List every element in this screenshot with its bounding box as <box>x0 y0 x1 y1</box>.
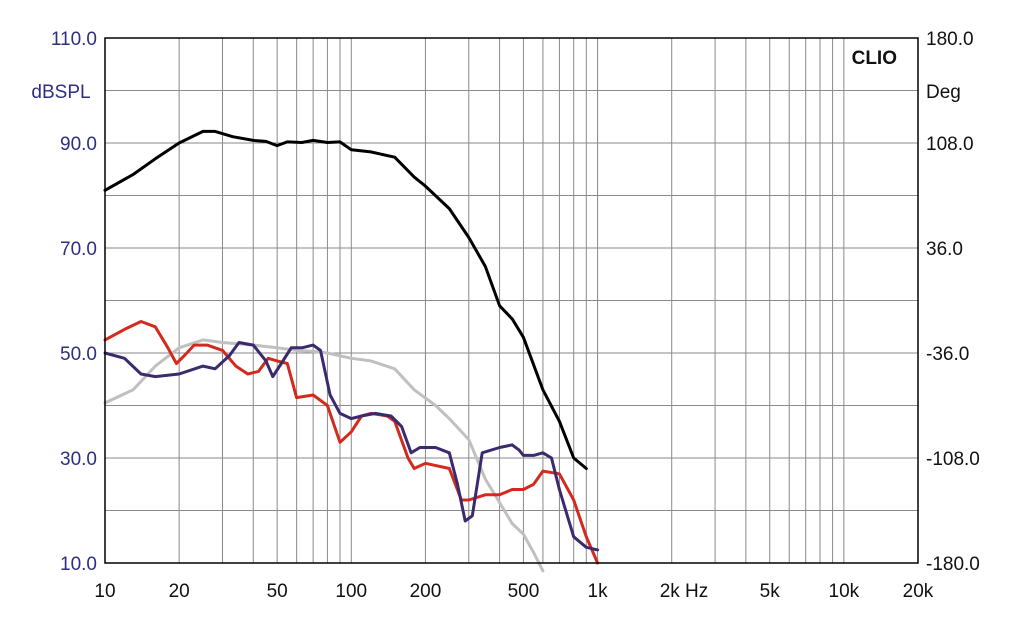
series-line-4 <box>103 341 600 552</box>
right-tick-label: 180.0 <box>926 29 974 50</box>
brand-label: CLIO <box>852 48 897 69</box>
left-tick-label: 70.0 <box>60 239 97 260</box>
x-tick-label: 200 <box>410 581 442 602</box>
right-tick-label: -36.0 <box>926 344 969 365</box>
x-tick-label: 500 <box>508 581 540 602</box>
curves <box>103 129 600 573</box>
left-tick-label: 50.0 <box>60 344 97 365</box>
grid <box>104 37 919 564</box>
right-tick-label: 108.0 <box>926 134 974 155</box>
x-tick-label: 1k <box>588 581 609 602</box>
series-line-1 <box>103 129 588 470</box>
x-tick-label: 20k <box>903 581 934 602</box>
series-line-2 <box>103 338 545 573</box>
axis-labels: 10.0 30.0 50.0 70.0 90.0 110.0 -180.0 -108.0 -36… <box>51 29 980 602</box>
x-tick-label: 2k Hz <box>660 581 709 602</box>
x-tick-label: 20 <box>169 581 190 602</box>
x-tick-label: 100 <box>335 581 367 602</box>
x-tick-label: 10k <box>829 581 860 602</box>
left-tick-label: 110.0 <box>51 29 97 50</box>
right-tick-label: -180.0 <box>926 554 980 575</box>
left-tick-label: 30.0 <box>60 449 97 470</box>
left-tick-label: 10.0 <box>60 554 97 575</box>
plot-frame <box>104 37 919 564</box>
series-line-3 <box>103 320 600 565</box>
x-tick-label: 50 <box>267 581 288 602</box>
right-tick-label: 36.0 <box>926 239 963 260</box>
right-tick-label: -108.0 <box>926 449 980 470</box>
left-tick-label: 90.0 <box>60 134 97 155</box>
left-axis-unit: dBSPL <box>31 82 90 103</box>
x-tick-label: 10 <box>94 581 115 602</box>
right-axis-unit: Deg <box>926 82 961 103</box>
x-tick-label: 5k <box>760 581 781 602</box>
